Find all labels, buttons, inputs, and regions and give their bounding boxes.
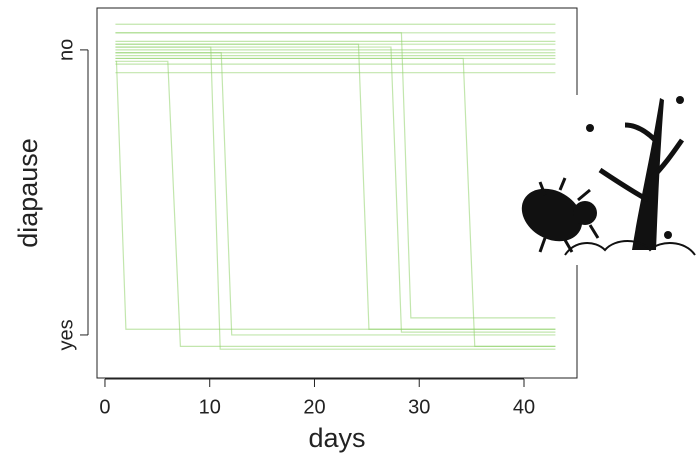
snow-ground <box>564 240 696 256</box>
beetle-legs <box>538 177 600 253</box>
snow-dot <box>676 96 684 104</box>
snow-dot <box>586 124 594 132</box>
icon-bg <box>560 95 700 265</box>
tree-branches <box>598 122 685 203</box>
x-tick-label: 20 <box>303 396 325 418</box>
series-line <box>115 60 556 330</box>
series-line <box>115 57 556 347</box>
series-line <box>115 32 556 319</box>
series-group <box>115 23 556 350</box>
series-line <box>115 60 556 347</box>
series-line <box>115 46 556 333</box>
beetle-body <box>521 188 583 242</box>
y-axis-title: diapause <box>13 138 43 248</box>
beetle-head <box>573 201 597 225</box>
series-line <box>115 52 556 336</box>
x-tick-label: 10 <box>199 396 221 418</box>
x-tick-label: 30 <box>408 396 430 418</box>
series-line <box>115 46 556 350</box>
y-tick-label: no <box>55 39 77 61</box>
series-line <box>115 43 556 330</box>
x-axis-title: days <box>308 423 365 453</box>
x-tick-label: 40 <box>513 396 535 418</box>
y-tick-label: yes <box>55 319 77 350</box>
tree-trunk <box>632 98 664 250</box>
snow-dot <box>664 231 672 239</box>
x-tick-label: 0 <box>99 396 110 418</box>
beetle-tree-icon <box>521 95 700 265</box>
plot-frame <box>96 7 578 379</box>
